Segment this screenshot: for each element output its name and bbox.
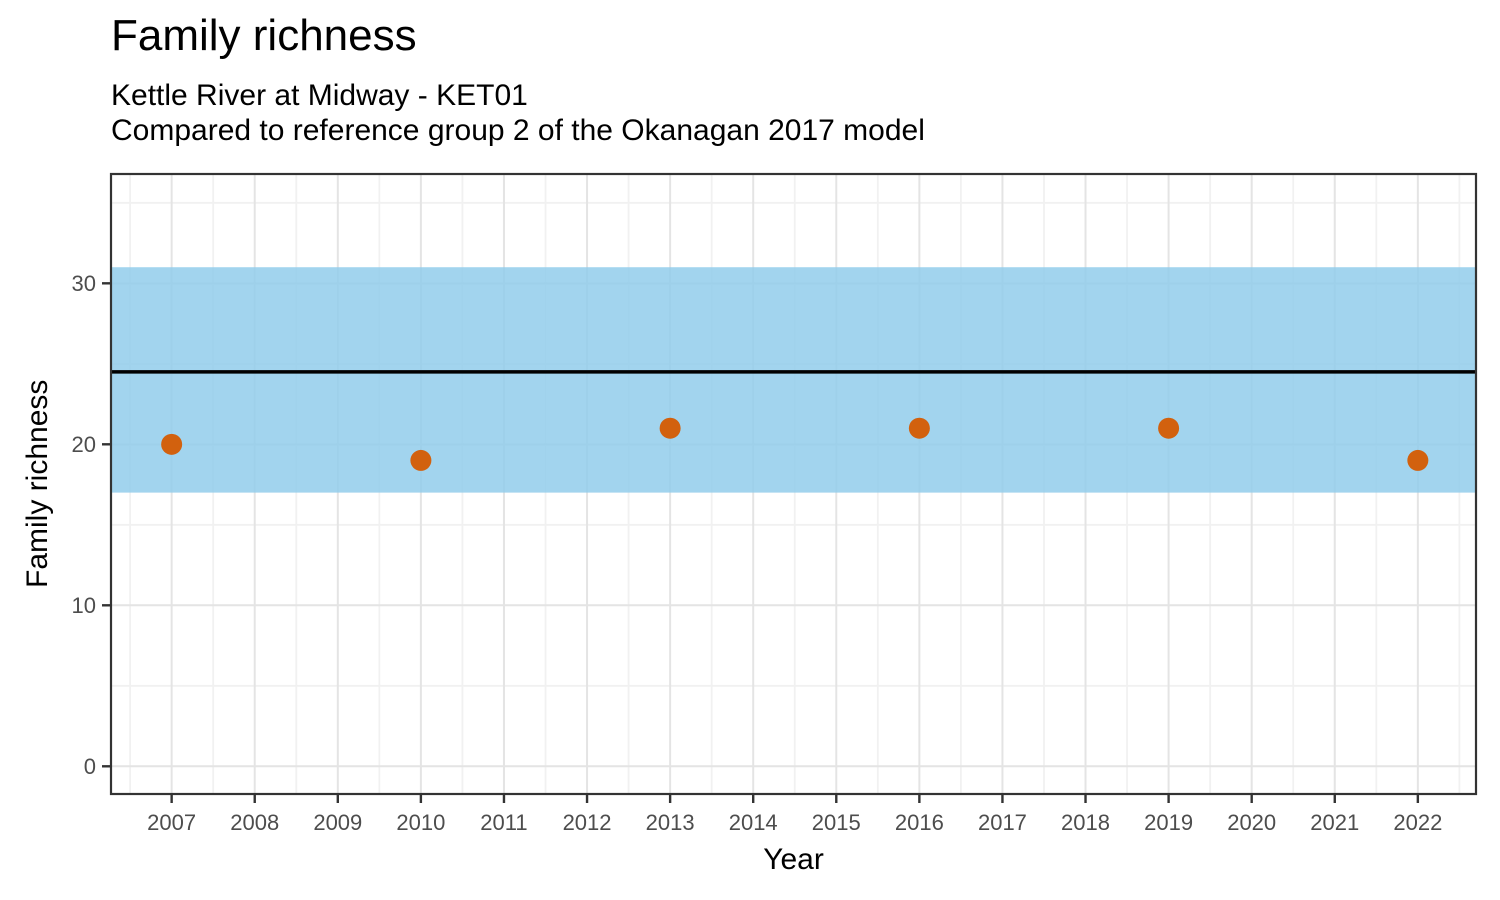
y-tick-label: 0	[84, 754, 96, 779]
x-tick-label: 2020	[1227, 810, 1276, 835]
x-tick-label: 2016	[895, 810, 944, 835]
y-axis-title: Family richness	[21, 379, 54, 589]
chart-subtitle-line1: Kettle River at Midway - KET01	[111, 79, 528, 112]
data-point	[659, 417, 681, 439]
x-tick-label: 2013	[646, 810, 695, 835]
data-point	[908, 417, 930, 439]
x-tick-label: 2019	[1144, 810, 1193, 835]
chart-subtitle: Kettle River at Midway - KET01 Compared …	[111, 78, 925, 148]
x-tick-label: 2009	[313, 810, 362, 835]
y-tick-label: 30	[72, 271, 96, 296]
x-tick-label: 2015	[812, 810, 861, 835]
x-tick-label: 2007	[147, 810, 196, 835]
data-point	[161, 433, 183, 455]
x-tick-label: 2021	[1310, 810, 1359, 835]
x-tick-label: 2012	[563, 810, 612, 835]
reference-band	[111, 267, 1476, 493]
data-point	[410, 449, 432, 471]
panel-border	[109, 172, 1478, 796]
x-tick-label: 2008	[230, 810, 279, 835]
chart-title: Family richness	[111, 11, 417, 60]
y-tick-label: 10	[72, 593, 96, 618]
x-tick-label: 2011	[480, 810, 527, 835]
x-axis-title: Year	[763, 843, 824, 876]
x-tick-label: 2022	[1393, 810, 1442, 835]
x-tick-label: 2018	[1061, 810, 1110, 835]
x-tick-label: 2017	[978, 810, 1027, 835]
chart-subtitle-line2: Compared to reference group 2 of the Oka…	[111, 114, 925, 147]
data-point	[1158, 417, 1180, 439]
x-tick-label: 2010	[396, 810, 445, 835]
y-tick-label: 20	[72, 432, 96, 457]
data-point	[1407, 449, 1429, 471]
x-tick-label: 2014	[729, 810, 778, 835]
